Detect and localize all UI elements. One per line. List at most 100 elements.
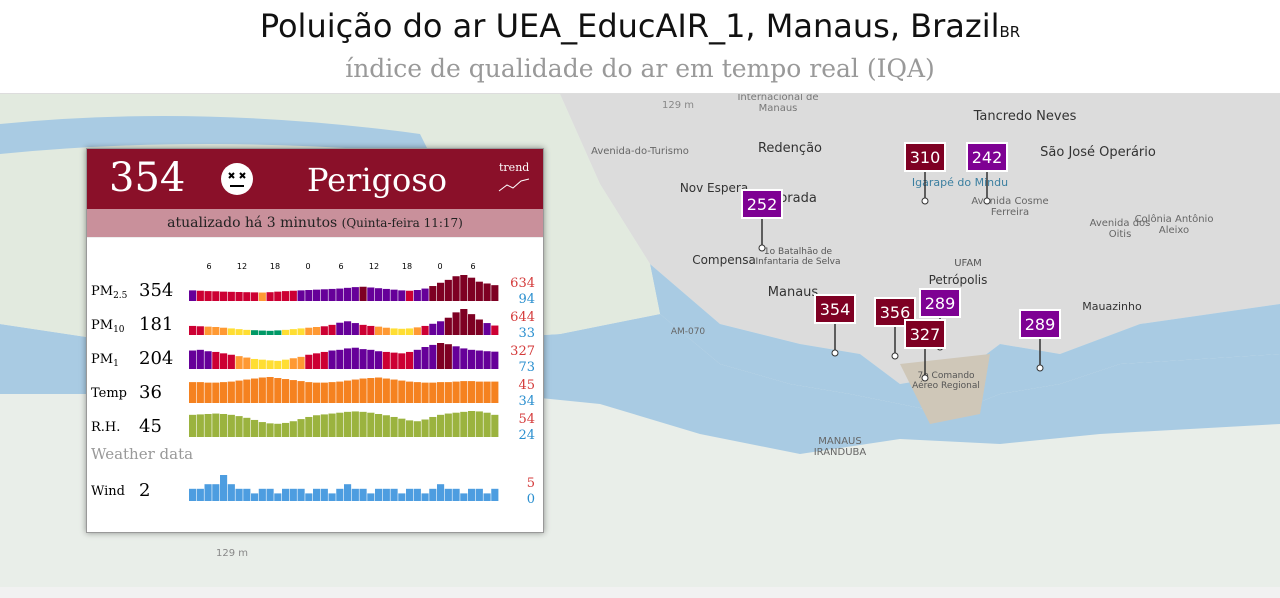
map-label: Manaus bbox=[768, 285, 819, 300]
row-label: Temp bbox=[91, 386, 127, 401]
history-bar bbox=[413, 349, 421, 369]
history-bar bbox=[212, 327, 220, 335]
history-bar bbox=[243, 357, 251, 369]
marker-dot bbox=[983, 197, 991, 205]
history-bar bbox=[328, 382, 336, 403]
history-bar bbox=[297, 290, 305, 301]
map-label: Nov Espera bbox=[680, 181, 748, 195]
history-bar bbox=[227, 328, 235, 335]
row-sub: 1 bbox=[113, 359, 119, 369]
history-bar bbox=[421, 325, 429, 335]
row-min: 24 bbox=[518, 428, 535, 443]
map-label: Petrópolis bbox=[929, 273, 988, 287]
history-bar bbox=[227, 484, 235, 501]
row-label: R.H. bbox=[91, 420, 120, 435]
history-bar bbox=[344, 348, 352, 369]
history-bar bbox=[297, 488, 305, 501]
history-bar bbox=[444, 279, 452, 301]
map-label: Igarapé do Mindu bbox=[912, 176, 1008, 189]
map-label: Tancredo Neves bbox=[973, 109, 1077, 124]
history-bar bbox=[266, 423, 274, 437]
marker-box[interactable] bbox=[904, 142, 946, 172]
history-bar bbox=[444, 413, 452, 437]
history-bar bbox=[289, 380, 297, 403]
history-bar bbox=[274, 330, 282, 335]
map-label: 129 m bbox=[662, 100, 694, 111]
row-max: 634 bbox=[510, 276, 535, 291]
history-bar bbox=[344, 484, 352, 501]
history-bar bbox=[475, 411, 483, 437]
map-label: Avenida Cosme Ferreira bbox=[971, 196, 1048, 218]
map-label: Compensa bbox=[692, 253, 756, 267]
history-bar bbox=[359, 324, 367, 335]
history-bar bbox=[468, 314, 476, 335]
marker-box[interactable] bbox=[814, 294, 856, 324]
map-label: Mauazinho bbox=[1082, 300, 1142, 313]
history-bar bbox=[282, 291, 290, 301]
aqi-value: 354 bbox=[109, 155, 186, 201]
time-tick: 18 bbox=[402, 262, 412, 271]
history-bar bbox=[382, 488, 390, 501]
row-min: 34 bbox=[518, 394, 535, 409]
history-bar bbox=[351, 411, 359, 437]
row-value: 45 bbox=[139, 416, 162, 437]
history-bar bbox=[359, 286, 367, 301]
history-bar bbox=[189, 382, 197, 403]
history-bar bbox=[475, 281, 483, 301]
marker-dot bbox=[831, 349, 839, 357]
header: Poluição do ar UEA_EducAIR_1, Manaus, Br… bbox=[0, 0, 1280, 94]
history-bar bbox=[336, 488, 344, 501]
history-bar bbox=[320, 382, 328, 403]
row-value: 204 bbox=[139, 348, 173, 369]
history-bar bbox=[375, 351, 383, 369]
row-label: PM2.5 bbox=[91, 284, 128, 301]
history-bar bbox=[460, 411, 468, 437]
history-bar bbox=[390, 328, 398, 335]
updated: atualizado há 3 minutos bbox=[167, 215, 338, 231]
marker-box[interactable] bbox=[741, 189, 783, 219]
map-label: Internacional de Manaus bbox=[737, 94, 818, 114]
time-tick: 0 bbox=[305, 262, 310, 271]
history-bar bbox=[483, 493, 491, 501]
row-sub: 2.5 bbox=[113, 291, 128, 301]
marker-box[interactable] bbox=[1019, 309, 1061, 339]
history-bar bbox=[212, 413, 220, 437]
marker-box[interactable] bbox=[966, 142, 1008, 172]
history-bar bbox=[227, 414, 235, 437]
history-bar bbox=[460, 348, 468, 369]
history-bar bbox=[305, 416, 313, 437]
map-label: São José Operário bbox=[1040, 145, 1156, 160]
history-bar bbox=[406, 290, 414, 301]
history-bar bbox=[196, 326, 204, 335]
history-bar bbox=[227, 291, 235, 301]
history-bar bbox=[235, 416, 243, 437]
history-bar bbox=[367, 349, 375, 369]
history-bar bbox=[398, 380, 406, 403]
history-bar bbox=[452, 346, 460, 369]
history-bar bbox=[351, 323, 359, 335]
history-bar bbox=[251, 292, 259, 301]
map-label: AM-070 bbox=[671, 327, 706, 337]
history-bar bbox=[189, 325, 197, 335]
map-label: Colônia Antônio Aleixo bbox=[1135, 213, 1214, 236]
history-bar bbox=[297, 381, 305, 403]
history-bar bbox=[421, 347, 429, 369]
row-max: 54 bbox=[518, 412, 535, 427]
history-bar bbox=[235, 356, 243, 369]
history-bar bbox=[282, 359, 290, 369]
marker-label: 289 bbox=[925, 294, 956, 313]
history-bar bbox=[375, 326, 383, 335]
marker-box[interactable] bbox=[919, 288, 961, 318]
history-bar bbox=[258, 488, 266, 501]
history-bar bbox=[289, 421, 297, 437]
history-bar bbox=[274, 291, 282, 301]
history-bar bbox=[398, 353, 406, 369]
history-bar bbox=[313, 415, 321, 437]
history-bar bbox=[227, 381, 235, 403]
history-bar bbox=[235, 292, 243, 301]
history-bar bbox=[282, 488, 290, 501]
marker-box[interactable] bbox=[904, 319, 946, 349]
trend-link[interactable]: trend bbox=[499, 161, 530, 174]
map-label: UFAM bbox=[954, 258, 982, 269]
history-bar bbox=[406, 420, 414, 437]
